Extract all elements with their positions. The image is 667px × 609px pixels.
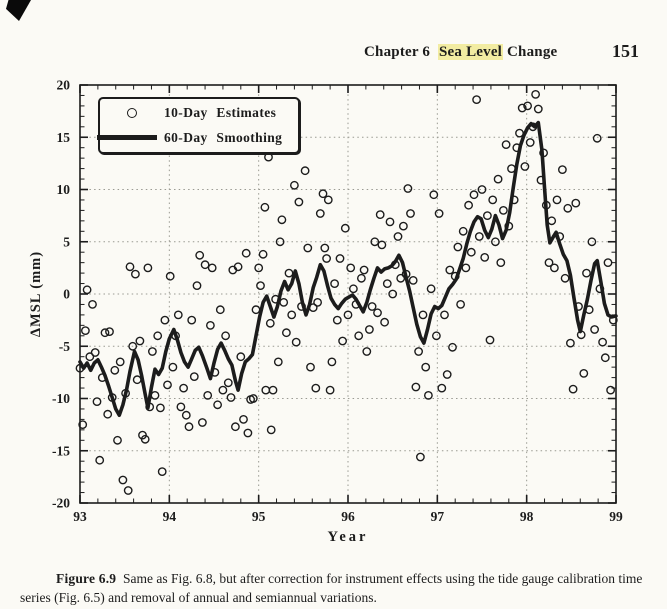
svg-text:-5: -5 bbox=[59, 339, 70, 354]
svg-text:96: 96 bbox=[341, 509, 355, 524]
legend-label: 60-Day Smoothing bbox=[164, 129, 283, 145]
svg-text:99: 99 bbox=[609, 509, 623, 524]
svg-text:20: 20 bbox=[57, 78, 71, 93]
svg-text:5: 5 bbox=[63, 234, 70, 249]
svg-text:-20: -20 bbox=[52, 496, 70, 511]
svg-text:-15: -15 bbox=[52, 443, 70, 458]
svg-text:ΔMSL (mm): ΔMSL (mm) bbox=[28, 251, 44, 337]
figure-caption: Figure 6.9 Same as Fig. 6.8, but after c… bbox=[20, 569, 652, 607]
highlighted-text: Sea Level bbox=[438, 44, 504, 60]
scatter-marker-cell bbox=[100, 108, 164, 119]
running-header: Chapter 6 Sea Level Change bbox=[364, 44, 557, 61]
svg-text:Year: Year bbox=[328, 529, 369, 545]
svg-text:0: 0 bbox=[63, 287, 70, 302]
legend-item-10-day-estimates: 10-Day Estimates bbox=[100, 103, 298, 123]
figure-caption-label: Figure 6.9 bbox=[56, 570, 117, 586]
svg-text:95: 95 bbox=[252, 509, 266, 524]
smoothing-line bbox=[78, 120, 618, 418]
figure-caption-text: Same as Fig. 6.8, but after correction f… bbox=[20, 570, 643, 605]
svg-text:93: 93 bbox=[73, 509, 87, 524]
legend-label: 10-Day Estimates bbox=[164, 105, 277, 121]
open-circle-marker-icon bbox=[127, 108, 137, 119]
legend-box: 10-Day Estimates 60-Day Smoothing bbox=[97, 97, 300, 154]
line-marker-cell bbox=[97, 135, 164, 140]
page-number: 151 bbox=[612, 41, 639, 61]
svg-text:15: 15 bbox=[57, 130, 71, 145]
scatter-series bbox=[75, 90, 618, 495]
svg-text:97: 97 bbox=[431, 509, 445, 524]
legend-item-60-day-smoothing: 60-Day Smoothing bbox=[97, 128, 298, 148]
svg-text:98: 98 bbox=[520, 509, 534, 524]
svg-text:10: 10 bbox=[57, 182, 71, 197]
thick-line-marker-icon bbox=[97, 135, 157, 140]
svg-text:94: 94 bbox=[163, 509, 177, 524]
chapter-title-rest: Change bbox=[507, 44, 558, 60]
chapter-label: Chapter 6 bbox=[364, 44, 431, 60]
svg-text:-10: -10 bbox=[52, 391, 70, 406]
